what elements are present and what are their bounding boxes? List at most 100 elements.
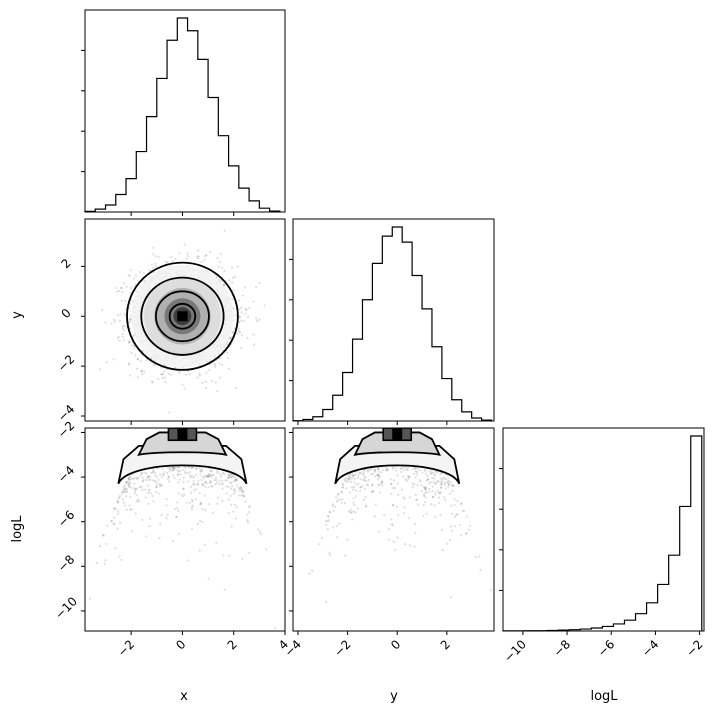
scatter-point (152, 479, 155, 482)
scatter-point (170, 255, 173, 259)
scatter-point (141, 488, 144, 491)
scatter-point (121, 332, 124, 336)
scatter-point (138, 486, 141, 489)
scatter-point (446, 542, 449, 545)
scatter-point (230, 266, 234, 269)
scatter-point (233, 475, 237, 478)
scatter-point (223, 588, 226, 591)
scatter-point (425, 472, 428, 475)
scatter-point (191, 498, 194, 502)
scatter-point (242, 320, 245, 323)
scatter-point (232, 492, 235, 496)
scatter-point (246, 521, 250, 524)
scatter-point (326, 515, 329, 518)
scatter-point (223, 270, 226, 273)
scatter-point (165, 260, 168, 263)
scatter-point (148, 475, 151, 479)
scatter-point (152, 364, 156, 367)
scatter-point (157, 256, 160, 259)
scatter-point (450, 504, 453, 507)
scatter-point (231, 297, 234, 300)
scatter-point (116, 336, 120, 340)
scatter-point (236, 332, 239, 335)
scatter-point (134, 512, 137, 515)
scatter-point (218, 260, 221, 263)
scatter-point (207, 502, 211, 506)
scatter-point (199, 520, 202, 523)
scatter-point (128, 504, 131, 507)
scatter-point (160, 484, 163, 487)
scatter-point (155, 485, 158, 488)
scatter-point (166, 478, 170, 481)
scatter-point (234, 490, 237, 494)
scatter-point (374, 475, 377, 478)
scatter-point (127, 273, 130, 277)
density-peak (177, 311, 188, 322)
scatter-point (230, 481, 233, 484)
scatter-point (126, 490, 129, 493)
scatter-point (170, 373, 173, 376)
scatter-point (246, 513, 249, 516)
scatter-point (117, 509, 120, 512)
scatter-point (168, 411, 171, 414)
scatter-point (124, 487, 127, 490)
scatter-point (154, 264, 157, 268)
scatter-point (99, 544, 102, 548)
scatter-point (204, 254, 207, 258)
scatter-point (203, 494, 207, 497)
scatter-point (254, 286, 258, 289)
scatter-point (176, 469, 179, 472)
scatter-point (227, 473, 231, 477)
scatter-point (206, 476, 210, 479)
scatter-point (203, 481, 206, 484)
scatter-point (132, 478, 135, 481)
scatter-point (192, 480, 195, 483)
scatter-point (225, 351, 229, 354)
scatter-point (234, 479, 237, 482)
scatter-point (128, 302, 132, 306)
scatter-point (137, 500, 140, 503)
scatter-point (196, 255, 199, 258)
scatter-point (172, 468, 175, 472)
scatter-point (161, 376, 164, 379)
scatter-point (113, 320, 117, 323)
scatter-point (190, 505, 193, 508)
scatter-point (443, 481, 446, 484)
scatter-point (199, 503, 202, 506)
scatter-point (214, 365, 217, 368)
scatter-point (140, 472, 143, 475)
scatter-point (199, 501, 202, 504)
scatter-point (363, 468, 366, 472)
scatter-point (128, 318, 131, 321)
scatter-point (237, 494, 240, 497)
scatter-point (129, 481, 132, 484)
scatter-point (142, 479, 145, 482)
scatter-point (159, 473, 162, 476)
scatter-point (134, 354, 137, 357)
scatter-point (370, 467, 373, 470)
scatter-point (189, 474, 192, 477)
scatter-point (98, 367, 102, 370)
scatter-point (244, 308, 247, 311)
scatter-point (259, 532, 262, 536)
scatter-point (183, 387, 186, 390)
scatter-point (151, 381, 154, 384)
scatter-point (177, 532, 180, 536)
scatter-point (184, 466, 188, 469)
scatter-point (169, 467, 172, 470)
scatter-point (408, 475, 411, 478)
scatter-point (150, 491, 153, 495)
scatter-point (147, 492, 150, 495)
scatter-point (231, 476, 234, 479)
scatter-point (122, 489, 125, 492)
scatter-point (144, 488, 147, 491)
scatter-point (122, 487, 125, 490)
scatter-point (187, 472, 190, 475)
scatter-point (342, 486, 345, 489)
scatter-point (208, 474, 211, 478)
scatter-point (183, 493, 186, 496)
scatter-point (105, 361, 108, 364)
scatter-point (328, 551, 331, 554)
scatter-point (150, 357, 153, 360)
scatter-point (123, 488, 127, 491)
